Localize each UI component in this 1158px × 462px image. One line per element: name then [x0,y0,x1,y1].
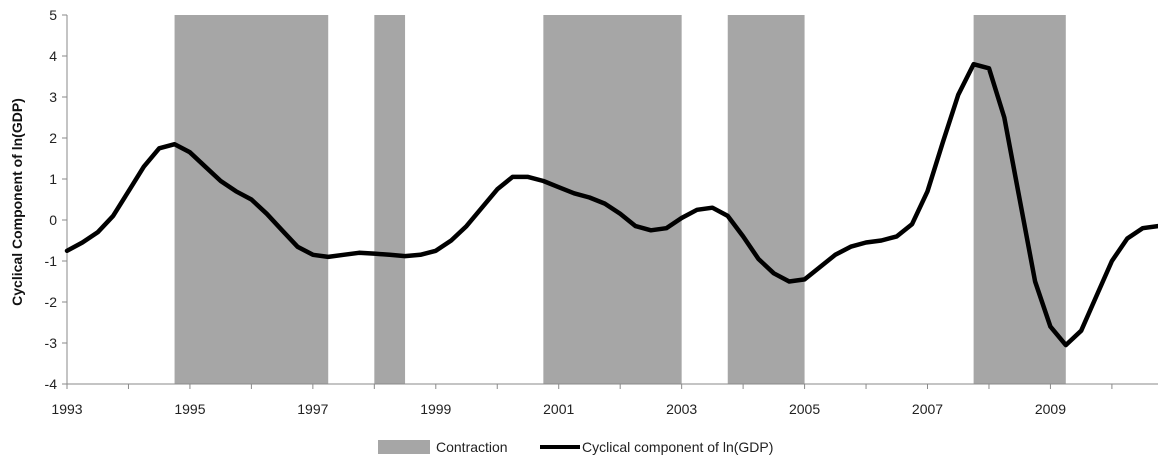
x-tick-label: 2007 [912,401,943,417]
y-tick-label: 2 [49,130,57,146]
x-tick-label: 1997 [297,401,328,417]
y-tick-label: 1 [49,171,57,187]
contraction-band [727,15,805,384]
x-tick-label: 1995 [174,401,205,417]
y-tick-label: -1 [45,253,58,269]
y-axis-title: Cyclical Component of ln(GDP) [9,98,25,306]
contraction-band [543,15,682,384]
legend: Contraction Cyclical component of ln(GDP… [378,439,773,455]
axes [62,14,1158,389]
x-tick-label: 1999 [420,401,451,417]
contraction-bands [174,15,1066,384]
y-tick-label: -3 [45,335,58,351]
x-tick-labels: 1993 1995 1997 1999 2001 2003 2005 2007 2009 [51,401,1066,417]
y-tick-label: 4 [49,48,57,64]
y-tick-label: 3 [49,89,57,105]
y-tick-label: -2 [45,294,58,310]
legend-swatch-contraction [378,440,430,454]
contraction-band [374,15,406,384]
x-tick-label: 2005 [789,401,820,417]
y-tick-label: -4 [45,376,58,392]
y-tick-label: 5 [49,7,57,23]
x-tick-label: 2001 [543,401,574,417]
legend-label-cyclical: Cyclical component of ln(GDP) [582,439,773,455]
legend-label-contraction: Contraction [436,439,508,455]
y-tick-label: 0 [49,212,57,228]
series-group [64,61,1158,348]
series-line-cyclical-gdp [64,61,1158,348]
x-tick-label: 2003 [666,401,697,417]
y-tick-labels: 5 4 3 2 1 0 -1 -2 -3 -4 [45,7,58,392]
x-tick-label: 2009 [1035,401,1066,417]
x-tick-label: 1993 [51,401,82,417]
